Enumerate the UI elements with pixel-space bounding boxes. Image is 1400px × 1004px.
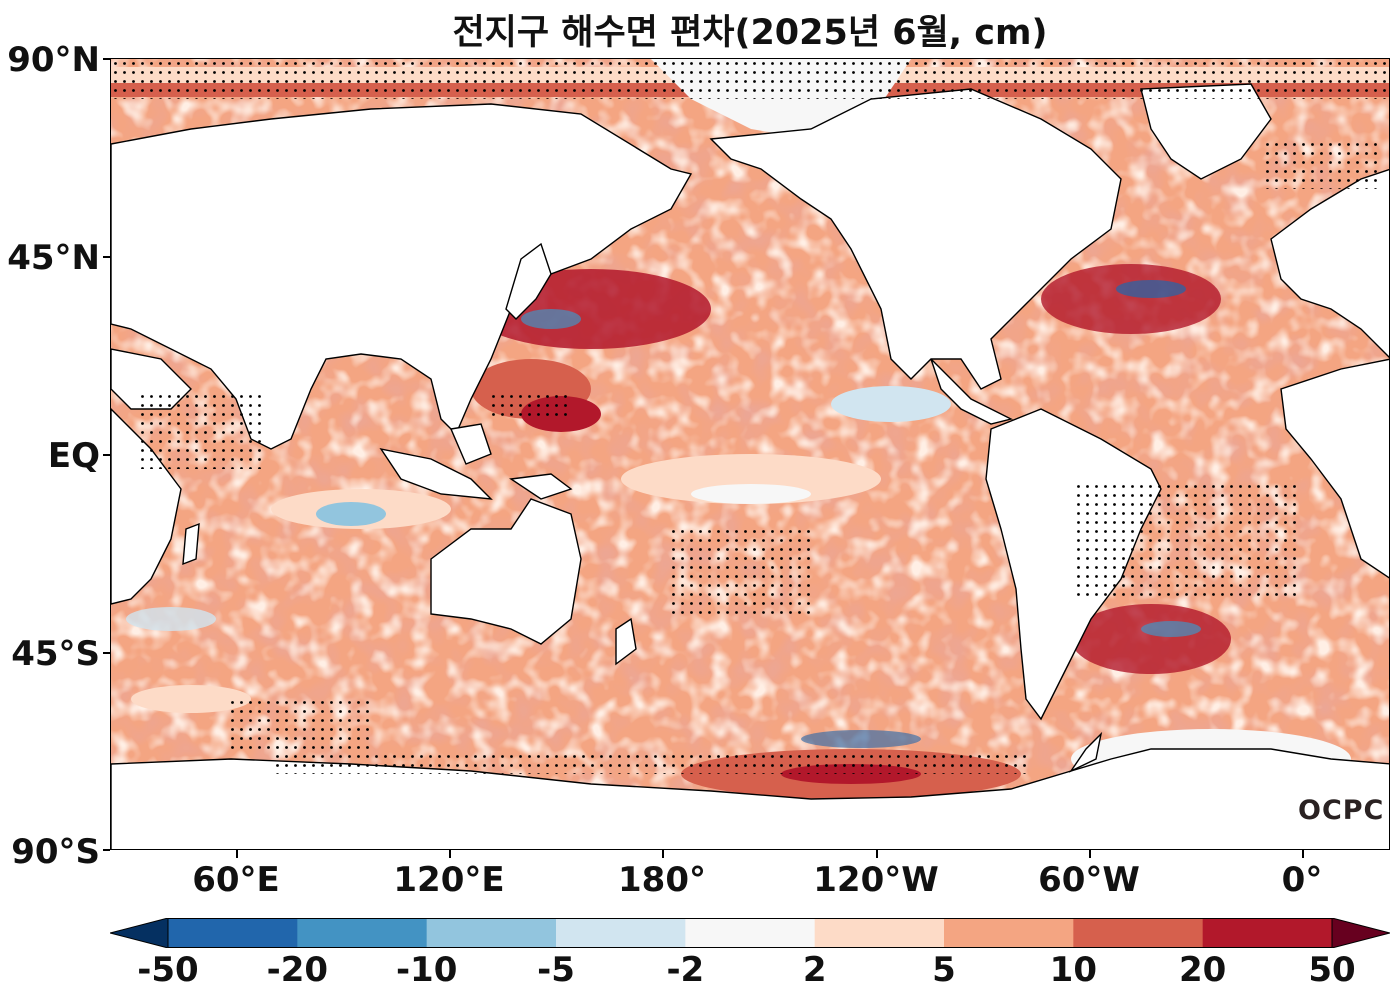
colorbar-tick-label: -50 xyxy=(137,950,199,990)
x-tick xyxy=(1302,850,1304,858)
colorbar-segment xyxy=(1202,918,1333,948)
land-new-zealand xyxy=(615,617,637,666)
land-north-america xyxy=(709,88,1122,390)
colorbar-border xyxy=(167,918,1333,948)
land-antarctic-peninsula xyxy=(1068,731,1103,773)
colorbar-extend-high xyxy=(1331,918,1390,948)
land-japan xyxy=(505,242,552,320)
map-title: 전지구 해수면 편차(2025년 6월, cm) xyxy=(452,13,1048,53)
y-label-90n: 90°N xyxy=(7,40,100,80)
x-label-120e: 120°E xyxy=(393,860,505,900)
y-label-45n: 45°N xyxy=(7,238,100,278)
colorbar-segment xyxy=(168,918,298,948)
x-tick xyxy=(449,850,451,858)
y-label-45s: 45°S xyxy=(11,634,100,674)
ocpc-logo: OCPC xyxy=(1298,795,1385,826)
land-borneo xyxy=(450,423,492,465)
colorbar-tick-label: -20 xyxy=(266,950,329,990)
y-tick xyxy=(103,256,110,258)
x-tick xyxy=(236,850,238,858)
colorbar-tick-label: 2 xyxy=(802,950,827,990)
colorbar-tick-label: 5 xyxy=(932,950,956,990)
x-label-60e: 60°E xyxy=(192,860,280,900)
colorbar-tick-label: -10 xyxy=(395,950,458,990)
colorbar-tick-label: 50 xyxy=(1308,950,1356,990)
colorbar-segment xyxy=(297,918,428,948)
x-label-0: 0° xyxy=(1281,860,1323,900)
x-label-180: 180° xyxy=(618,860,706,900)
colorbar-segment xyxy=(814,918,945,948)
x-label-60w: 60°W xyxy=(1038,860,1140,900)
land-africa-west xyxy=(1280,358,1389,579)
y-tick xyxy=(103,454,110,456)
x-tick xyxy=(1089,850,1091,858)
y-tick xyxy=(103,58,110,60)
colorbar-segment xyxy=(944,918,1074,948)
land-new-guinea xyxy=(509,473,573,500)
y-tick xyxy=(103,652,110,654)
y-label-eq: EQ xyxy=(47,436,100,476)
colorbar-segment xyxy=(1073,918,1204,948)
colorbar xyxy=(110,918,1390,948)
colorbar-tick-label: 20 xyxy=(1178,950,1227,990)
x-label-120w: 120°W xyxy=(813,860,939,900)
land-europe xyxy=(1270,168,1389,358)
colorbar-tick-label: 10 xyxy=(1049,950,1097,990)
stippling-regions xyxy=(111,59,1389,774)
land-australia xyxy=(430,498,582,645)
x-tick xyxy=(662,850,664,858)
colorbar-tick-label: -2 xyxy=(666,950,705,990)
x-tick xyxy=(876,850,878,858)
land-madagascar xyxy=(182,522,200,566)
y-label-90s: 90°S xyxy=(11,832,100,872)
land-central-america xyxy=(930,358,1014,425)
y-tick xyxy=(103,849,110,851)
sea-level-anomaly-map xyxy=(110,58,1390,850)
colorbar-segment xyxy=(426,918,557,948)
map-canvas xyxy=(111,59,1389,849)
colorbar-segment xyxy=(556,918,686,948)
colorbar-extend-low xyxy=(110,918,169,948)
land-indonesia xyxy=(379,447,493,500)
colorbar-segment xyxy=(685,918,816,948)
colorbar-tick-label: -5 xyxy=(537,950,575,990)
